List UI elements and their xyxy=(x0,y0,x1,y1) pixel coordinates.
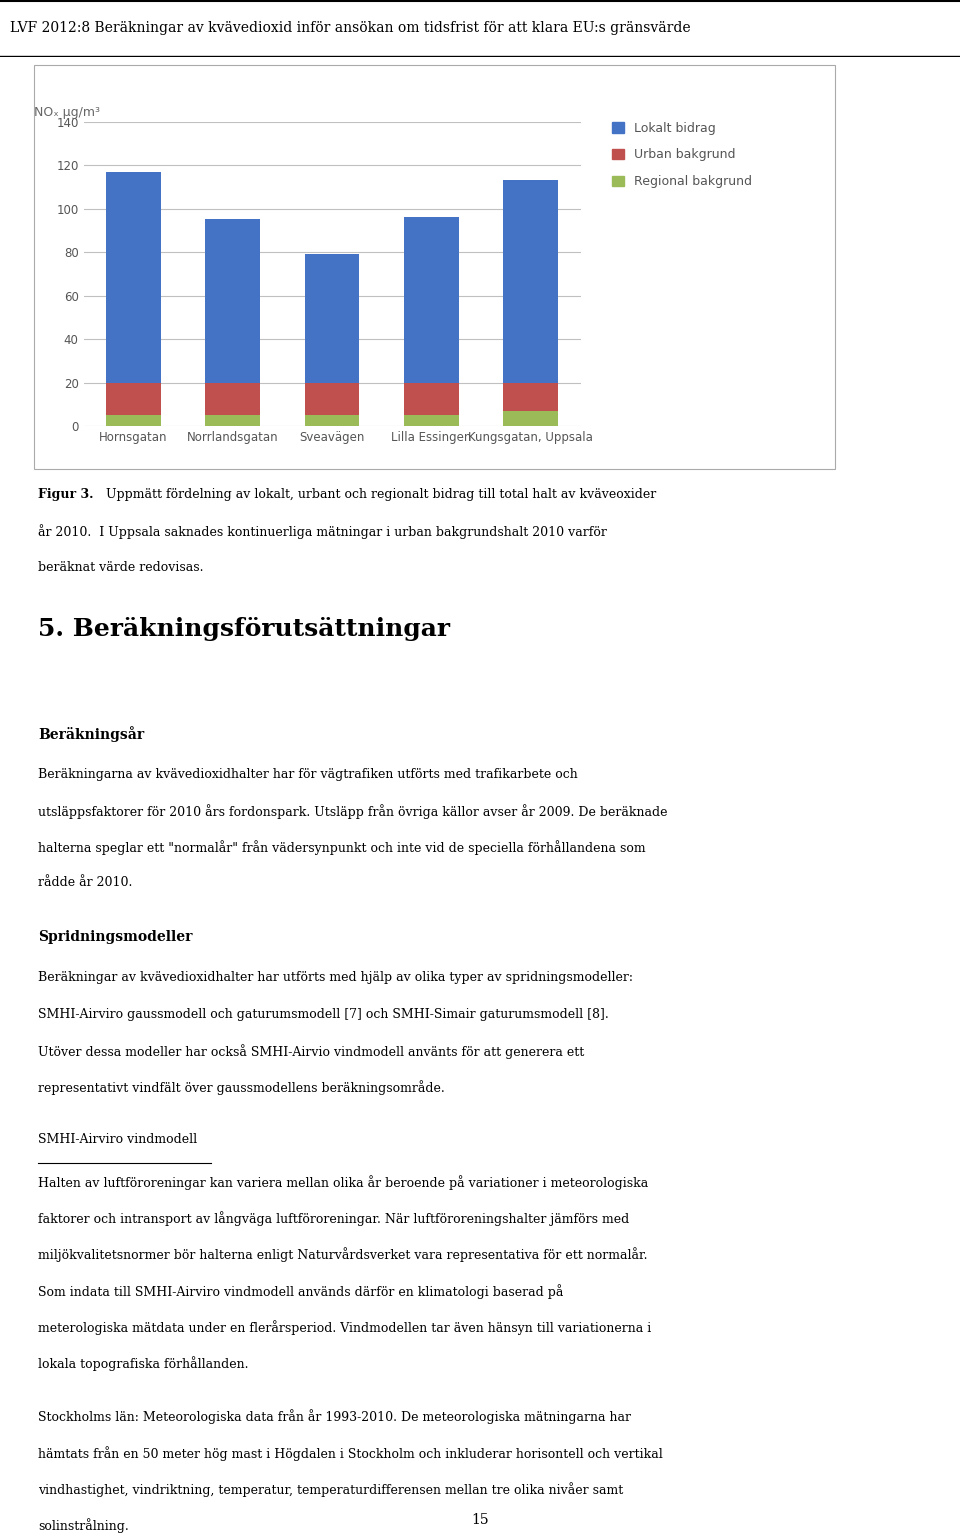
Bar xyxy=(205,220,260,383)
Text: Utöver dessa modeller har också SMHI-Airvio vindmodell använts för att generera : Utöver dessa modeller har också SMHI-Air… xyxy=(38,1044,585,1058)
Bar xyxy=(205,415,260,426)
Text: NOₓ μg/m³: NOₓ μg/m³ xyxy=(34,106,100,120)
Legend: Lokalt bidrag, Urban bakgrund, Regional bakgrund: Lokalt bidrag, Urban bakgrund, Regional … xyxy=(612,122,752,188)
Text: lokala topografiska förhållanden.: lokala topografiska förhållanden. xyxy=(38,1357,249,1372)
Bar xyxy=(304,415,359,426)
Text: Som indata till SMHI-Airviro vindmodell används därför en klimatologi baserad på: Som indata till SMHI-Airviro vindmodell … xyxy=(38,1284,564,1298)
Text: år 2010.  I Uppsala saknades kontinuerliga mätningar i urban bakgrundshalt 2010 : år 2010. I Uppsala saknades kontinuerlig… xyxy=(38,524,608,540)
Text: LVF 2012:8 Beräkningar av kvävedioxid inför ansökan om tidsfrist för att klara E: LVF 2012:8 Beräkningar av kvävedioxid in… xyxy=(10,22,690,35)
Bar xyxy=(106,172,160,383)
Bar xyxy=(404,383,459,415)
Text: Spridningsmodeller: Spridningsmodeller xyxy=(38,930,193,944)
Text: miljökvalitetsnormer bör halterna enligt Naturvårdsverket vara representativa fö: miljökvalitetsnormer bör halterna enligt… xyxy=(38,1247,648,1263)
Bar xyxy=(503,411,558,426)
Text: Beräkningar av kvävedioxidhalter har utförts med hjälp av olika typer av spridni: Beräkningar av kvävedioxidhalter har utf… xyxy=(38,972,634,984)
Text: 5. Beräkningsförutsättningar: 5. Beräkningsförutsättningar xyxy=(38,617,450,641)
Text: vindhastighet, vindriktning, temperatur, temperaturdifferensen mellan tre olika : vindhastighet, vindriktning, temperatur,… xyxy=(38,1483,624,1496)
Text: beräknat värde redovisas.: beräknat värde redovisas. xyxy=(38,561,204,574)
Text: hämtats från en 50 meter hög mast i Högdalen i Stockholm och inkluderar horisont: hämtats från en 50 meter hög mast i Högd… xyxy=(38,1446,663,1461)
Text: Beräkningarna av kvävedioxidhalter har för vägtrafiken utförts med trafikarbete : Beräkningarna av kvävedioxidhalter har f… xyxy=(38,767,578,781)
Bar xyxy=(106,415,160,426)
Text: SMHI-Airviro vindmodell: SMHI-Airviro vindmodell xyxy=(38,1134,198,1146)
Text: Beräkningsår: Beräkningsår xyxy=(38,726,145,741)
Text: utsläppsfaktorer för 2010 års fordonspark. Utsläpp från övriga källor avser år 2: utsläppsfaktorer för 2010 års fordonspar… xyxy=(38,804,668,818)
Text: Halten av luftföroreningar kan variera mellan olika år beroende på variationer i: Halten av luftföroreningar kan variera m… xyxy=(38,1175,649,1190)
Bar xyxy=(106,383,160,415)
Text: SMHI-Airviro gaussmodell och gaturumsmodell [7] och SMHI-Simair gaturumsmodell [: SMHI-Airviro gaussmodell och gaturumsmod… xyxy=(38,1007,610,1021)
Text: rådde år 2010.: rådde år 2010. xyxy=(38,877,132,889)
Text: representativt vindfält över gaussmodellens beräkningsområde.: representativt vindfält över gaussmodell… xyxy=(38,1080,445,1095)
Text: halterna speglar ett "normalår" från vädersynpunkt och inte vid de speciella för: halterna speglar ett "normalår" från väd… xyxy=(38,840,646,855)
Text: faktorer och intransport av långväga luftföroreningar. När luftföroreningshalter: faktorer och intransport av långväga luf… xyxy=(38,1212,630,1226)
Bar xyxy=(404,217,459,383)
Text: meterologiska mätdata under en flerårsperiod. Vindmodellen tar även hänsyn till : meterologiska mätdata under en flerårspe… xyxy=(38,1320,652,1335)
Text: Uppmätt fördelning av lokalt, urbant och regionalt bidrag till total halt av kvä: Uppmätt fördelning av lokalt, urbant och… xyxy=(102,488,657,501)
Text: 15: 15 xyxy=(471,1513,489,1527)
Bar xyxy=(503,180,558,383)
Bar xyxy=(205,383,260,415)
Text: Stockholms län: Meteorologiska data från år 1993-2010. De meteorologiska mätning: Stockholms län: Meteorologiska data från… xyxy=(38,1409,632,1424)
Bar xyxy=(304,383,359,415)
Bar xyxy=(503,383,558,411)
Text: solinstrålning.: solinstrålning. xyxy=(38,1518,130,1533)
Text: Figur 3.: Figur 3. xyxy=(38,488,94,501)
Bar xyxy=(404,415,459,426)
Bar xyxy=(304,254,359,383)
